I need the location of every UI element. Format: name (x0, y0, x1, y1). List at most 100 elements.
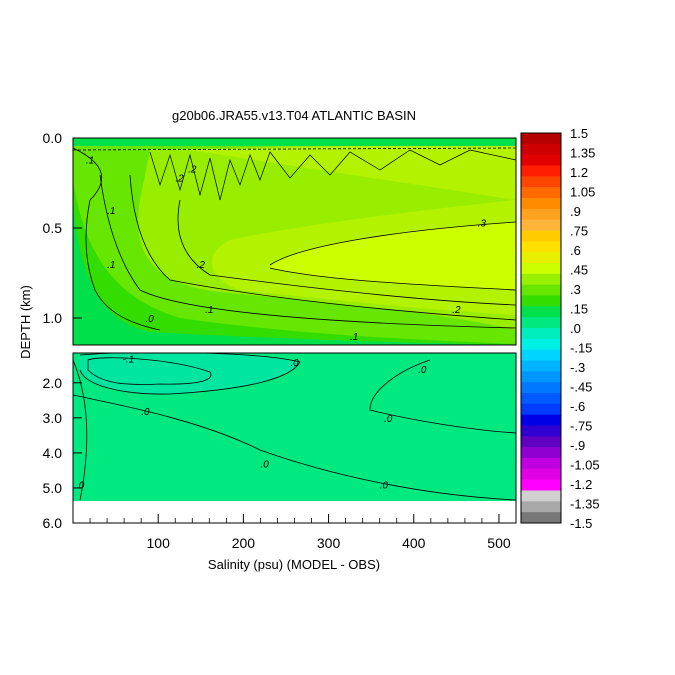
colorbar-label: -1.35 (570, 497, 600, 512)
colorbar-label: -.6 (570, 399, 585, 414)
contour-label: 0 (79, 480, 85, 491)
colorbar-swatch (521, 414, 561, 426)
colorbar-frame (520, 132, 562, 524)
contour-labels: .1 .2 .2 .1 .1 .2 .1 .0 .3 .2 .1 -.1 .0 .0 .0 .0 .0 .0 0 (79, 156, 487, 492)
y-axis-label: DEPTH (km) (18, 285, 33, 359)
colorbar-swatch (521, 154, 561, 166)
lower-panel (73, 353, 516, 523)
colorbar-swatch (521, 263, 561, 275)
colorbar-label: -.9 (570, 438, 585, 453)
contour-label: .0 (146, 314, 155, 325)
y-tick-label: 5.0 (43, 480, 63, 496)
y-tick-label: 1.0 (43, 310, 63, 326)
colorbar-label: 1.35 (570, 146, 595, 161)
contour-label: .2 (175, 174, 184, 185)
colorbar-swatch (521, 328, 561, 340)
contour-label: .1 (107, 206, 115, 217)
colorbar-label: -.75 (570, 419, 592, 434)
contour-label: .2 (197, 260, 206, 271)
colorbar-label: .75 (570, 224, 588, 239)
colorbar-label: 1.5 (570, 126, 588, 141)
x-axis-ticks: 100 200 300 400 500 (89, 514, 517, 551)
colorbar-label: -1.05 (570, 458, 600, 473)
y-tick-label: 3.0 (43, 410, 63, 426)
y-tick-label: 0.0 (43, 130, 63, 146)
colorbar-swatch (521, 252, 561, 264)
colorbar-swatch (521, 382, 561, 394)
contour-label: .1 (205, 305, 213, 316)
colorbar-label: -.15 (570, 341, 592, 356)
colorbar-label: .0 (570, 321, 581, 336)
colorbar-swatch (521, 143, 561, 155)
colorbar-swatch (521, 208, 561, 220)
colorbar-swatch (521, 306, 561, 318)
y-tick-label: 2.0 (43, 375, 63, 391)
x-axis-label: Salinity (psu) (MODEL - OBS) (208, 557, 380, 572)
contour-label: .0 (418, 365, 427, 376)
contour-label: .0 (384, 414, 393, 425)
x-tick-label: 200 (232, 535, 256, 551)
contour-label: .0 (380, 480, 389, 491)
colorbar-swatch (521, 468, 561, 480)
x-tick-label: 100 (147, 535, 171, 551)
chart-title: g20b06.JRA55.v13.T04 ATLANTIC BASIN (172, 108, 416, 123)
colorbar-swatch (521, 317, 561, 329)
colorbar-swatch (521, 403, 561, 415)
contour-label: .0 (261, 459, 270, 470)
contour-label: .0 (290, 358, 299, 369)
colorbar-label: 1.05 (570, 185, 595, 200)
colorbar-swatch (521, 230, 561, 242)
colorbar-label: .45 (570, 263, 588, 278)
colorbar-label: .3 (570, 282, 581, 297)
contour-label: .2 (188, 165, 197, 176)
colorbar-swatch (521, 219, 561, 231)
colorbar-swatch (521, 447, 561, 459)
contour-label: .0 (141, 407, 150, 418)
x-tick-label: 300 (317, 535, 341, 551)
x-tick-label: 400 (402, 535, 426, 551)
upper-panel (73, 138, 516, 345)
colorbar-swatch (521, 425, 561, 437)
colorbar-swatch (521, 273, 561, 285)
colorbar-swatch (521, 241, 561, 253)
colorbar-swatch (521, 371, 561, 383)
colorbar-swatch (521, 284, 561, 296)
colorbar-label: .9 (570, 204, 581, 219)
y-tick-label: 6.0 (43, 515, 63, 531)
contour-label: .1 (107, 260, 115, 271)
colorbar-swatch (521, 393, 561, 405)
colorbar-label: 1.2 (570, 165, 588, 180)
y-tick-label: 0.5 (43, 220, 63, 236)
colorbar-label: .15 (570, 302, 588, 317)
contour-label: -.1 (123, 354, 135, 365)
contour-label: .2 (452, 305, 461, 316)
contour-label: .3 (478, 219, 487, 230)
y-axis-ticks: 0.0 0.5 1.0 2.0 3.0 4.0 5.0 6.0 (43, 130, 82, 531)
contour-label: .1 (350, 332, 358, 343)
contour-label: .1 (86, 156, 94, 167)
colorbar-swatch (521, 295, 561, 307)
colorbar-label: -1.5 (570, 516, 592, 531)
colorbar-label: -.45 (570, 380, 592, 395)
colorbar-swatch (521, 360, 561, 372)
colorbar-label: -.3 (570, 360, 585, 375)
colorbar-swatch (521, 479, 561, 491)
x-tick-label: 500 (487, 535, 511, 551)
colorbar-swatch (521, 198, 561, 210)
colorbar-swatch (521, 490, 561, 502)
colorbar-swatch (521, 338, 561, 350)
colorbar-swatch (521, 458, 561, 470)
colorbar: 1.5 1.35 1.2 1.05 .9 .75 .6 .45 .3 .15 .0 -.15 -.3 -.… (520, 126, 600, 531)
colorbar-swatch (521, 187, 561, 199)
upper-panel-frame (72, 137, 517, 346)
colorbar-swatch (521, 165, 561, 177)
colorbar-swatch (521, 436, 561, 448)
y-tick-label: 4.0 (43, 445, 63, 461)
colorbar-swatch (521, 133, 561, 145)
colorbar-swatch (521, 512, 561, 524)
colorbar-label: -1.2 (570, 477, 592, 492)
colorbar-label: .6 (570, 243, 581, 258)
colorbar-swatch (521, 349, 561, 361)
colorbar-swatch (521, 501, 561, 513)
